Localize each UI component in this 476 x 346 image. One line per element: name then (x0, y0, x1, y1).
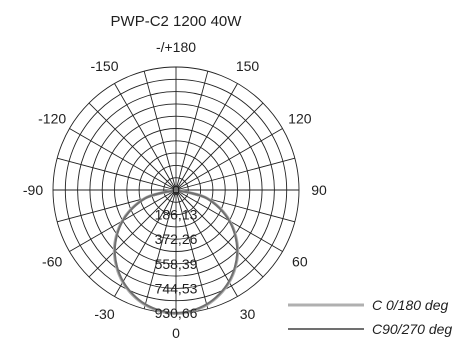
radial-tick-label: 372,26 (155, 231, 198, 247)
polar-grid (52, 66, 300, 314)
radial-tick-labels: 0 186,13 372,26 558,39 744,53 930,66 (155, 182, 198, 321)
grid-spoke (175, 189, 209, 309)
radial-tick-label: 0 (172, 182, 180, 198)
angle-label: -30 (94, 306, 114, 322)
angle-label: -/+180 (156, 39, 196, 55)
grid-spoke (57, 157, 177, 191)
angle-label: 30 (240, 306, 256, 322)
angle-label: -150 (90, 58, 118, 74)
angle-label: 90 (311, 182, 327, 198)
grid-spoke (175, 189, 264, 278)
angle-label: 120 (288, 111, 312, 127)
grid-spoke (175, 128, 283, 191)
legend-label: C90/270 deg (372, 321, 452, 337)
grid-spoke (175, 102, 264, 191)
legend: C 0/180 deg C90/270 deg (288, 297, 452, 337)
chart-title: PWP-C2 1200 40W (111, 13, 243, 30)
angle-label: 0 (172, 325, 180, 341)
grid-spoke (175, 71, 209, 191)
radial-tick-label: 930,66 (155, 305, 198, 321)
angle-label: -60 (42, 254, 62, 270)
grid-spoke (143, 71, 177, 191)
legend-label: C 0/180 deg (372, 297, 448, 313)
grid-spoke (175, 157, 295, 191)
grid-spoke (114, 189, 177, 297)
grid-spoke (143, 189, 177, 309)
series-curve-c90-270 (113, 187, 239, 314)
radial-tick-label: 558,39 (155, 256, 198, 272)
grid-spoke (88, 189, 177, 278)
grid-spoke (69, 128, 177, 191)
radial-tick-label: 744,53 (155, 280, 198, 296)
radial-tick-label: 186,13 (155, 207, 198, 223)
angle-label: -90 (23, 182, 43, 198)
angle-label: 60 (292, 254, 308, 270)
grid-spoke (175, 189, 238, 297)
grid-spoke (114, 83, 177, 191)
angle-labels: -/+180 150 120 90 60 30 0 -30 -60 -90 -120 -150 (23, 39, 327, 341)
angle-label: 150 (236, 58, 260, 74)
grid-spoke (175, 83, 238, 191)
series-layer (112, 187, 240, 316)
grid-spoke (88, 102, 177, 191)
angle-label: -120 (38, 111, 66, 127)
